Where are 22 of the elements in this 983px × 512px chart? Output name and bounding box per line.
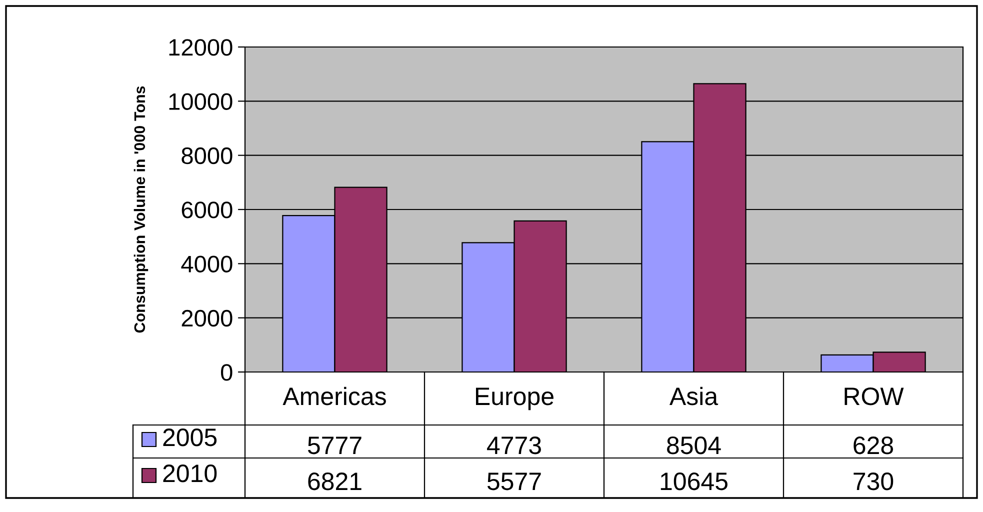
y-tick-label: 4000 — [181, 256, 232, 272]
data-label: 4773 — [487, 436, 541, 454]
data-label: 5777 — [308, 436, 362, 454]
y-tick-label: 6000 — [182, 202, 232, 218]
x-tick-label: Asia — [669, 386, 718, 406]
data-label: 730 — [854, 472, 894, 490]
y-tick-label: 2000 — [182, 310, 232, 327]
data-label: 6821 — [308, 472, 362, 490]
y-tick-label: 8000 — [182, 147, 232, 164]
y-tick-label: 12000 — [169, 39, 232, 56]
data-label: 628 — [854, 436, 894, 454]
x-tick-label: Europe — [476, 388, 554, 410]
legend-label: 2005 — [163, 428, 217, 446]
legend-label: 2010 — [163, 464, 217, 482]
x-tick-label: Americas — [282, 386, 386, 406]
y-tick-label: 10000 — [169, 93, 232, 110]
y-tick-label: 0 — [220, 364, 232, 381]
x-tick-label: ROW — [844, 388, 904, 406]
data-label: 5577 — [487, 472, 541, 490]
y-axis-title: Consumption Volume in '000 Tons — [134, 86, 148, 333]
data-label: 10645 — [660, 472, 728, 490]
data-label: 8504 — [667, 436, 721, 454]
